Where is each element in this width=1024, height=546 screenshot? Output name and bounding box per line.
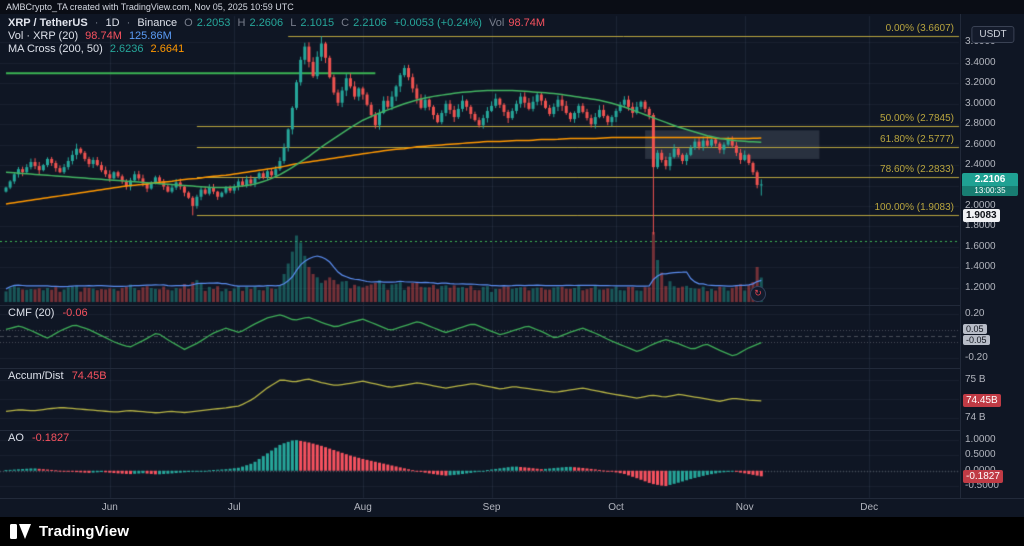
cmf-value: -0.06 (62, 307, 88, 319)
legend-separator: · (126, 17, 131, 29)
last-price-badge: 2.2106 13:00:35 (962, 173, 1018, 196)
axis-tick-label: 1.4000 (965, 261, 996, 273)
volume-indicator-title: Vol · XRP (20) (8, 30, 79, 42)
bar-countdown: 13:00:35 (962, 186, 1018, 196)
footer-bar: TradingView (0, 517, 1024, 546)
axis-tick-label: -0.20 (965, 352, 988, 364)
close-value: 2.2106 (353, 17, 387, 29)
axis-tick-label: 1.8000 (965, 220, 996, 232)
cmf-pane-legend[interactable]: CMF (20) -0.06 (8, 307, 88, 319)
last-price-value: 2.2106 (974, 174, 1006, 185)
axis-tick-label: 2.6000 (965, 138, 996, 150)
axis-tick-label: 1.0000 (965, 433, 996, 445)
open-value: 2.2053 (196, 17, 231, 29)
ao-pane-legend[interactable]: AO -0.1827 (8, 432, 69, 444)
axis-tick-label: 74 B (965, 412, 986, 424)
volume-ma-value: 125.86M (128, 30, 172, 42)
ma-cross-title: MA Cross (200, 50) (8, 43, 103, 55)
axis-tick-label: -0.5000 (965, 480, 999, 492)
high-label: H (237, 17, 246, 29)
change-value: +0.0053 (+0.24%) (393, 17, 482, 29)
legend-separator: · (94, 17, 99, 29)
ao-value: -0.1827 (31, 432, 70, 444)
time-axis-month-label: Jun (101, 502, 118, 513)
watermark-text: AMBCrypto_TA created with TradingView.co… (6, 2, 294, 12)
axis-tick-label: 75 B (965, 373, 986, 385)
volume-current-value: 98.74M (85, 30, 122, 42)
axis-tick-label: 2.0000 (965, 199, 996, 211)
pane-separator[interactable] (0, 368, 960, 369)
cmf-title: CMF (20) (8, 307, 55, 319)
time-axis-month-label: Sep (482, 502, 501, 513)
watermark-bar: AMBCrypto_TA created with TradingView.co… (0, 0, 1024, 14)
axis-tick-label: 1.6000 (965, 240, 996, 252)
open-label: O (184, 17, 193, 29)
time-axis-month-label: Nov (735, 502, 754, 513)
cmf-lower-level-badge: -0.05 (963, 335, 990, 345)
ao-value-badge: -0.1827 (963, 470, 1003, 483)
accum-dist-value-badge: 74.45B (963, 394, 1001, 407)
accum-dist-title: Accum/Dist (8, 370, 64, 382)
time-axis-month-label: Jul (227, 502, 241, 513)
axis-tick-label: 3.2000 (965, 77, 996, 89)
axis-tick-label: 0.20 (965, 307, 985, 319)
low-value: 2.1015 (300, 17, 335, 29)
pane-separator[interactable] (0, 430, 960, 431)
axis-tick-label: 2.8000 (965, 118, 996, 130)
tradingview-logo-icon[interactable] (10, 524, 32, 539)
ma50-value: 2.6236 (109, 43, 144, 55)
tradingview-wordmark[interactable]: TradingView (39, 523, 130, 540)
ma-cross-legend-row[interactable]: MA Cross (200, 50) 2.6236 2.6641 (8, 43, 549, 56)
time-axis-month-label: Oct (608, 502, 624, 513)
volume-label: Vol (489, 17, 505, 29)
high-value: 2.2606 (249, 17, 284, 29)
axis-tick-label: 2.4000 (965, 159, 996, 171)
close-label: C (341, 17, 350, 29)
exchange-label: Binance (137, 17, 178, 29)
accum-dist-value: 74.45B (71, 370, 107, 382)
cmf-upper-level-badge: 0.05 (963, 324, 987, 334)
last-bar-marker-icon[interactable]: ↻ (750, 286, 766, 302)
axis-tick-label: 3.4000 (965, 56, 996, 68)
currency-toggle-button[interactable]: USDT (971, 26, 1015, 43)
price-axis[interactable]: USDT 2.2106 13:00:35 1.9083 0.05 -0.05 7… (960, 14, 1024, 498)
axis-tick-label: 1.2000 (965, 281, 996, 293)
volume-legend-row[interactable]: Vol · XRP (20) 98.74M 125.86M (8, 30, 549, 43)
symbol-legend-row[interactable]: XRP / TetherUS · 1D · Binance O 2.2053 H… (8, 17, 549, 30)
pane-separator[interactable] (0, 305, 960, 306)
ma200-value: 2.6641 (150, 43, 185, 55)
timeframe-label[interactable]: 1D (105, 17, 120, 29)
axis-tick-label: 0.5000 (965, 449, 996, 461)
volume-value: 98.74M (508, 17, 546, 29)
symbol-name: XRP / TetherUS (8, 17, 88, 29)
time-axis-month-label: Aug (353, 502, 372, 513)
accum-dist-pane-legend[interactable]: Accum/Dist 74.45B (8, 370, 107, 382)
fib-level-price-badge: 1.9083 (963, 209, 1000, 222)
chart-legend: XRP / TetherUS · 1D · Binance O 2.2053 H… (8, 17, 549, 56)
low-label: L (290, 17, 297, 29)
time-axis-month-label: Dec (860, 502, 879, 513)
ao-title: AO (8, 432, 24, 444)
axis-tick-label: 3.0000 (965, 97, 996, 109)
time-axis[interactable]: Jun Jul Aug Sep Oct Nov Dec (0, 498, 1024, 518)
